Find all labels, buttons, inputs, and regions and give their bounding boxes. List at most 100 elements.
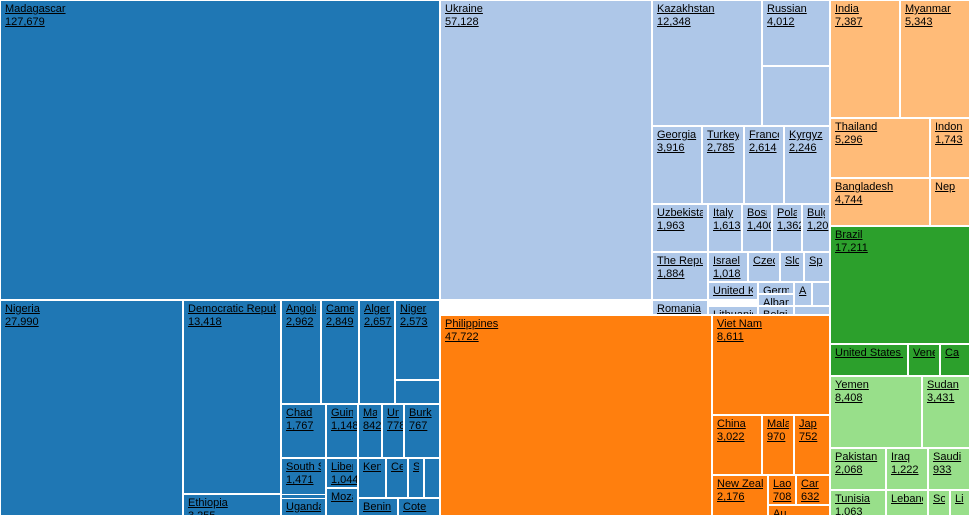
treemap-cell-burkina[interactable]: Burk767 [404,404,440,458]
treemap-cell-ca[interactable]: Ca [940,344,970,376]
cell-label: Indon [935,121,965,134]
treemap-cell-belg2[interactable]: Belgi [758,306,794,315]
treemap-cell-mozambique[interactable]: Mozamb [326,488,358,516]
treemap-cell-slo[interactable]: Slc [780,252,804,282]
treemap-cell-ethiopia[interactable]: Ethiopia3,255 [183,494,281,516]
treemap-cell-georgia[interactable]: Georgia3,916 [652,126,702,204]
treemap-cell-so[interactable]: So [928,490,950,516]
treemap-cell-laos[interactable]: Lao708 [768,475,796,505]
treemap-cell-angola[interactable]: Angola2,962 [281,300,321,404]
treemap-cell-brazil[interactable]: Brazil17,211 [830,226,970,344]
treemap-cell-pakistan[interactable]: Pakistan2,068 [830,448,886,490]
cell-label: Car [801,478,825,491]
treemap-cell-liberia[interactable]: Liberia1,044 [326,458,358,488]
treemap-cell-japan[interactable]: Jap752 [794,415,830,475]
cell-value: 2,614 [749,142,779,155]
treemap-cell-li[interactable]: Li [950,490,970,516]
cell-value: 970 [767,431,789,444]
treemap-cell-india[interactable]: India7,387 [830,0,900,118]
cell-value: 8,611 [717,331,825,344]
treemap-cell-kazakhstan[interactable]: Kazakhstan12,348 [652,0,762,126]
cell-label: Mala [767,418,789,431]
cell-label: Burk [409,407,435,420]
treemap-cell-drc[interactable]: Democratic Republic o13,418 [183,300,281,494]
treemap-cell-vietnam[interactable]: Viet Nam8,611 [712,315,830,415]
treemap-cell-philippines[interactable]: Philippines47,722 [440,315,712,516]
treemap-cell-indonesia[interactable]: Indon1,743 [930,118,970,178]
treemap-cell-china[interactable]: China3,022 [712,415,762,475]
treemap-cell-france[interactable]: France2,614 [744,126,784,204]
treemap-cell-tunisia[interactable]: Tunisia1,063 [830,490,886,516]
treemap-cell-newzealand[interactable]: New Zeala2,176 [712,475,768,516]
treemap-cell-lebanon[interactable]: Lebanon [886,490,928,516]
treemap-cell-ukraine[interactable]: Ukraine57,128 [440,0,652,300]
treemap-cell-venezuela[interactable]: Venez [908,344,940,376]
treemap-cell-tiny2[interactable] [812,282,830,306]
treemap-cell-albania[interactable]: Albani [758,294,794,306]
cell-value: 8,408 [835,392,917,405]
cell-label: Tunisia [835,493,881,506]
treemap-cell-sudan[interactable]: Sudan3,431 [922,376,970,448]
cell-value: 2,657 [364,316,390,329]
treemap-cell-kyrgyz[interactable]: Kyrgyz2,246 [784,126,830,204]
treemap-cell-cen[interactable]: Cen [386,458,408,498]
treemap-cell-bosnia[interactable]: Bosni1,400 [742,204,772,252]
cell-value: 47,722 [445,331,707,344]
cell-label: Albani [763,297,789,306]
treemap-cell-uzbekistan[interactable]: Uzbekistan1,963 [652,204,708,252]
treemap-cell-benin[interactable]: Benin [358,498,398,516]
treemap-cell-cote[interactable]: Cote [398,498,440,516]
treemap-cell-guinea[interactable]: Guinea1,148 [326,404,358,458]
cell-label: Democratic Republic o [188,303,276,316]
treemap-cell-uk[interactable]: United K [708,282,758,300]
treemap-cell-nigeria[interactable]: Nigeria27,990 [0,300,183,516]
treemap-cell-chad[interactable]: Chad1,767 [281,404,326,458]
treemap-cell-tiny1[interactable]: A [794,282,812,306]
cell-value: 778 [387,420,399,433]
treemap-cell-poland[interactable]: Polan1,362 [772,204,802,252]
treemap-cell-mali[interactable]: Mali842 [358,404,382,458]
treemap-cell-kenya[interactable]: Keny [358,458,386,498]
treemap-cell-madagascar[interactable]: Madagascar127,679 [0,0,440,300]
treemap-cell-saudi[interactable]: Saudi933 [928,448,970,490]
treemap-cell-rusblank[interactable] [762,66,830,126]
treemap-cell-republic[interactable]: The Repub1,884 [652,252,708,300]
treemap-cell-small3[interactable] [395,380,440,404]
cell-value: 3,022 [717,431,757,444]
treemap-cell-cameroon[interactable]: Camero2,849 [321,300,359,404]
treemap-cell-algeria[interactable]: Algeria2,657 [359,300,395,404]
treemap-cell-iraq[interactable]: Iraq1,222 [886,448,928,490]
cell-value: 2,176 [717,491,763,504]
treemap-cell-bulgaria[interactable]: Bulg1,20 [802,204,830,252]
cell-label: Iraq [891,451,923,464]
treemap-cell-cambodia[interactable]: Car632 [796,475,830,505]
treemap-cell-russia[interactable]: Russian4,012 [762,0,830,66]
treemap-cell-uganda[interactable]: Uganda [281,498,326,516]
treemap-cell-malaysia[interactable]: Mala970 [762,415,794,475]
treemap-cell-israel[interactable]: Israel1,018 [708,252,748,282]
treemap-cell-unknown1[interactable]: Unk778 [382,404,404,458]
treemap-cell-niger[interactable]: Niger2,573 [395,300,440,380]
treemap-cell-aus[interactable]: Au [768,505,830,516]
cell-label: Keny [363,461,381,474]
treemap-cell-bangladesh[interactable]: Bangladesh4,744 [830,178,930,226]
treemap-cell-nepal[interactable]: Nep [930,178,970,226]
treemap-cell-small2[interactable] [424,458,440,498]
cell-label: Ethiopia [188,497,276,510]
treemap-cell-czech[interactable]: Czech [748,252,780,282]
treemap-cell-yemen[interactable]: Yemen8,408 [830,376,922,448]
treemap-cell-sp[interactable]: Sp [804,252,830,282]
treemap-cell-turkey[interactable]: Turkey2,785 [702,126,744,204]
treemap-cell-small1[interactable]: S [408,458,424,498]
treemap-cell-romania2[interactable]: Romania1,616 [652,300,708,315]
treemap-cell-lith2[interactable]: Lithuanis [708,306,758,315]
treemap-cell-germany[interactable]: Germa [758,282,794,294]
cell-value: 1,044 [331,474,353,487]
treemap-cell-thailand[interactable]: Thailand5,296 [830,118,930,178]
treemap-cell-rowtiny[interactable] [794,306,830,315]
cell-value: 1,063 [835,506,881,516]
cell-label: Bangladesh [835,181,925,194]
treemap-cell-italy[interactable]: Italy1,613 [708,204,742,252]
treemap-cell-myanmar[interactable]: Myanmar5,343 [900,0,970,118]
treemap-cell-usa[interactable]: United States of [830,344,908,376]
